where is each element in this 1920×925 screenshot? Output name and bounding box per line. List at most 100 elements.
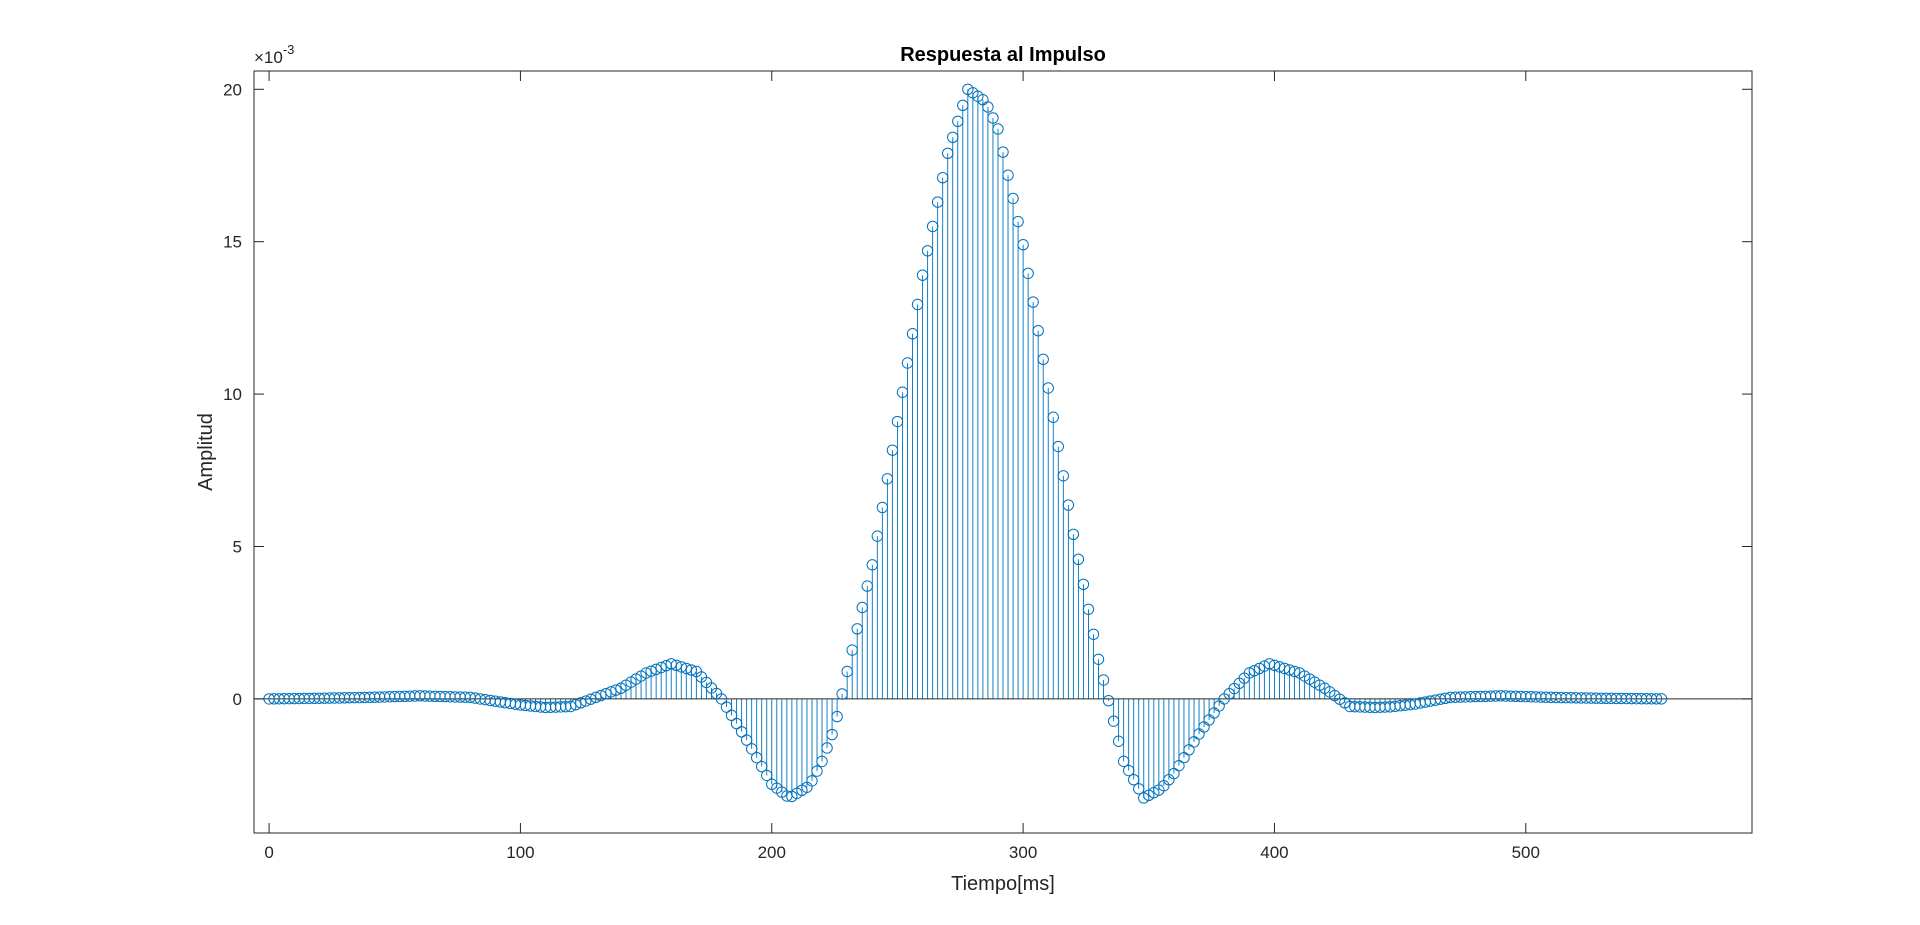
stem-marker xyxy=(1067,528,1080,540)
stem-marker xyxy=(1117,755,1130,768)
stem-marker xyxy=(876,501,889,514)
x-tick-label: 0 xyxy=(264,843,273,862)
stem-marker xyxy=(735,726,748,738)
stem-marker xyxy=(861,580,873,592)
stem-marker xyxy=(564,700,577,713)
stem-marker xyxy=(1253,662,1266,675)
stem-marker xyxy=(1077,578,1090,590)
stem-marker xyxy=(1273,661,1286,673)
stem-marker xyxy=(1082,603,1095,615)
stem-marker xyxy=(680,662,693,675)
stem-marker xyxy=(761,769,773,782)
stem-marker xyxy=(1168,767,1180,780)
stem-marker xyxy=(1062,499,1075,511)
stem-marker xyxy=(1248,664,1261,677)
stem-marker xyxy=(936,171,949,184)
stem-marker xyxy=(1022,267,1034,280)
y-axis-exponent-base: ×10 xyxy=(254,48,283,67)
x-axis-ticks: 0 100 200 300 400 500 xyxy=(264,71,1540,862)
stem-marker xyxy=(1173,759,1185,772)
stem-marker xyxy=(826,728,838,741)
stem-marker xyxy=(896,386,909,398)
stem-marker xyxy=(1032,324,1044,337)
stem-marker xyxy=(987,112,999,124)
stem-marker xyxy=(1107,715,1120,727)
stems-layer xyxy=(273,89,1662,798)
stem-marker xyxy=(1017,239,1029,251)
stem-marker xyxy=(1283,664,1296,676)
stem-marker xyxy=(1097,674,1110,686)
stem-marker xyxy=(1047,411,1059,423)
x-tick-label: 400 xyxy=(1260,843,1288,862)
stem-marker xyxy=(911,298,924,311)
stem-marker xyxy=(1057,470,1070,482)
stem-marker xyxy=(982,101,994,113)
stem-marker xyxy=(821,742,833,754)
x-axis-title: Tiempo[ms] xyxy=(951,873,1055,895)
x-tick-label: 100 xyxy=(506,843,534,862)
stem-marker xyxy=(921,245,934,257)
stem-marker xyxy=(595,689,607,702)
stem-marker xyxy=(891,415,904,428)
x-tick-label: 500 xyxy=(1512,843,1540,862)
stem-marker xyxy=(811,765,823,777)
stem-marker xyxy=(926,220,939,233)
stem-marker xyxy=(1087,628,1100,640)
y-tick-label: 10 xyxy=(223,385,242,404)
stem-marker xyxy=(1072,553,1085,565)
stem-marker xyxy=(570,698,582,711)
stem-marker xyxy=(730,717,743,730)
y-axis-ticks: 0 5 10 15 20 xyxy=(223,80,1752,709)
x-tick-label: 200 xyxy=(758,843,786,862)
stem-marker xyxy=(806,775,818,787)
y-tick-label: 5 xyxy=(233,537,242,556)
stem-marker xyxy=(1183,744,1195,756)
stem-marker xyxy=(756,760,768,773)
stem-marker xyxy=(720,701,733,713)
stem-marker xyxy=(1052,440,1064,453)
stem-marker xyxy=(957,99,969,111)
stem-marker xyxy=(1178,752,1190,764)
stem-marker xyxy=(992,123,1004,135)
stem-marker xyxy=(916,269,929,281)
stem-marker xyxy=(1263,658,1276,670)
stem-marker xyxy=(886,444,899,456)
stem-marker xyxy=(650,663,662,676)
y-tick-label: 15 xyxy=(223,233,242,252)
stem-marker xyxy=(851,623,863,635)
y-tick-label: 0 xyxy=(233,690,242,709)
stem-marker xyxy=(590,691,602,704)
stem-marker xyxy=(575,697,587,709)
stem-marker xyxy=(725,709,738,722)
stem-marker xyxy=(665,658,677,670)
stem-marker xyxy=(871,530,884,542)
stem-marker xyxy=(715,693,728,705)
stem-marker xyxy=(1102,695,1115,707)
stem-marker xyxy=(901,357,914,369)
stem-marker xyxy=(846,644,858,656)
stem-marker xyxy=(610,684,622,696)
stem-marker xyxy=(836,688,848,700)
stem-marker xyxy=(831,710,843,723)
stem-marker xyxy=(675,661,687,673)
stem-marker xyxy=(1027,296,1039,308)
stem-marker xyxy=(645,665,657,677)
stem-marker xyxy=(1122,764,1135,777)
stem-marker xyxy=(580,695,592,707)
stem-marker xyxy=(1037,353,1049,366)
stem-marker xyxy=(1268,659,1281,672)
stem-marker xyxy=(881,473,894,485)
stem-marker xyxy=(1002,169,1014,181)
stem-marker xyxy=(640,667,652,679)
stem-marker xyxy=(1278,662,1291,675)
stem-marker xyxy=(585,693,597,705)
stem-marker xyxy=(931,196,944,208)
stem-marker xyxy=(1012,215,1024,228)
stem-marker xyxy=(1133,783,1145,795)
stem-marker xyxy=(906,328,919,340)
stem-marker xyxy=(600,688,612,700)
stem-marker xyxy=(1188,736,1200,748)
stem-marker xyxy=(866,559,879,571)
